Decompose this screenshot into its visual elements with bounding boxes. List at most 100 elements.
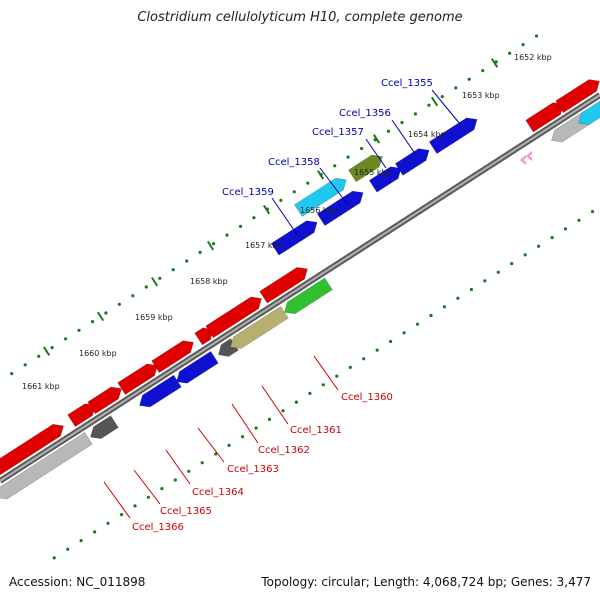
scale-dot xyxy=(534,34,539,38)
scale-dot xyxy=(335,374,339,378)
gene-arrow xyxy=(176,350,219,384)
scale-tick xyxy=(97,311,105,322)
leader-line xyxy=(133,469,161,505)
scale-dot xyxy=(467,77,471,81)
scale-dot xyxy=(496,270,500,274)
scale-dot xyxy=(427,103,431,107)
tick-label: 1655 kbp xyxy=(354,168,392,177)
scale-dot xyxy=(23,363,27,367)
scale-dot xyxy=(66,547,70,551)
leader-line xyxy=(261,385,289,425)
scale-dot xyxy=(212,242,216,246)
gene-arrow xyxy=(284,277,333,315)
leader-line xyxy=(431,89,461,125)
scale-tick xyxy=(263,204,271,215)
scale-dot xyxy=(254,426,258,430)
scale-dot xyxy=(79,539,83,543)
scale-dot xyxy=(119,513,124,517)
gene-label: Ccel_1362 xyxy=(258,445,310,456)
gene-arrow xyxy=(316,190,364,227)
tick-label: 1658 kbp xyxy=(190,277,228,286)
scale-dot xyxy=(415,322,420,326)
scale-tick xyxy=(151,276,159,287)
scale-dot xyxy=(160,487,164,491)
scale-dot xyxy=(214,452,218,456)
genome-summary-text: Topology: circular; Length: 4,068,724 bp… xyxy=(261,575,591,589)
scale-dot xyxy=(64,337,68,341)
scale-dot xyxy=(52,556,56,560)
scale-dot xyxy=(386,129,391,133)
scale-dot xyxy=(50,346,54,350)
accession-text: Accession: NC_011898 xyxy=(9,575,146,589)
gene-label: Ccel_1359 xyxy=(222,187,274,198)
gene-arrow xyxy=(87,386,122,415)
gene-arrow xyxy=(0,432,93,500)
scale-dot xyxy=(360,146,364,151)
gene-label: Ccel_1366 xyxy=(132,522,184,533)
scale-dot xyxy=(93,530,97,534)
leader-line xyxy=(313,355,339,391)
chevron-marker xyxy=(520,155,526,165)
scale-dot xyxy=(225,233,229,237)
leader-line xyxy=(271,197,299,237)
scale-tick xyxy=(317,170,325,180)
gene-arrow xyxy=(270,220,318,256)
gene-label: Ccel_1363 xyxy=(227,464,279,475)
scale-dot xyxy=(346,155,350,159)
scale-dot xyxy=(200,461,204,465)
scale-dot xyxy=(77,328,81,332)
scale-dot xyxy=(400,120,404,125)
leader-line xyxy=(231,403,259,444)
gene-arrow xyxy=(117,363,158,395)
scale-dot xyxy=(456,296,460,300)
tick-label: 1659 kbp xyxy=(135,313,173,322)
scale-tick xyxy=(431,96,439,107)
scale-dot xyxy=(454,86,458,90)
scale-dot xyxy=(413,112,417,116)
tick-label: 1654 kbp xyxy=(408,130,446,139)
scale-dot xyxy=(590,210,595,214)
scale-dot xyxy=(294,400,298,404)
scale-dot xyxy=(333,164,337,168)
scale-dot xyxy=(389,339,393,344)
scale-dot xyxy=(537,244,541,248)
scale-dot xyxy=(508,51,512,55)
gene-arrow xyxy=(0,423,64,484)
scale-dot xyxy=(483,279,487,283)
gene-arrow xyxy=(368,166,402,193)
map-title: Clostridium cellulolyticum H10, complete… xyxy=(137,10,463,25)
backbone-highlight xyxy=(0,94,600,482)
scale-dot xyxy=(550,236,554,240)
scale-tick xyxy=(373,134,381,144)
scale-dot xyxy=(442,305,446,309)
tick-label: 1657 kbp xyxy=(245,241,283,250)
gene-label: Ccel_1358 xyxy=(268,157,320,168)
gene-arrow xyxy=(555,79,600,114)
scale-dot xyxy=(481,69,485,73)
scale-dot xyxy=(187,469,191,473)
gene-arrow xyxy=(394,148,430,176)
scale-dot xyxy=(106,521,110,525)
scale-tick xyxy=(43,346,51,356)
scale-dot xyxy=(306,181,310,185)
scale-dot xyxy=(362,357,366,361)
gene-label: Ccel_1364 xyxy=(192,487,244,498)
gene-arrow xyxy=(294,177,347,217)
scale-tick xyxy=(491,58,499,68)
chevron-marker xyxy=(526,151,532,161)
scale-dot xyxy=(10,372,14,376)
leader-line xyxy=(365,138,387,169)
gene-arrow xyxy=(259,267,308,304)
scale-dot xyxy=(510,262,514,266)
scale-dot xyxy=(308,391,312,395)
gene-arrow xyxy=(230,305,289,349)
scale-dot xyxy=(146,495,150,499)
leader-line xyxy=(165,449,191,485)
leader-line xyxy=(103,481,131,519)
tick-label: 1656 kbp xyxy=(300,206,338,215)
gene-label: Ccel_1355 xyxy=(381,78,433,89)
gene-label: Ccel_1361 xyxy=(290,425,342,436)
scale-dot xyxy=(375,348,379,352)
scale-dot xyxy=(402,331,406,335)
